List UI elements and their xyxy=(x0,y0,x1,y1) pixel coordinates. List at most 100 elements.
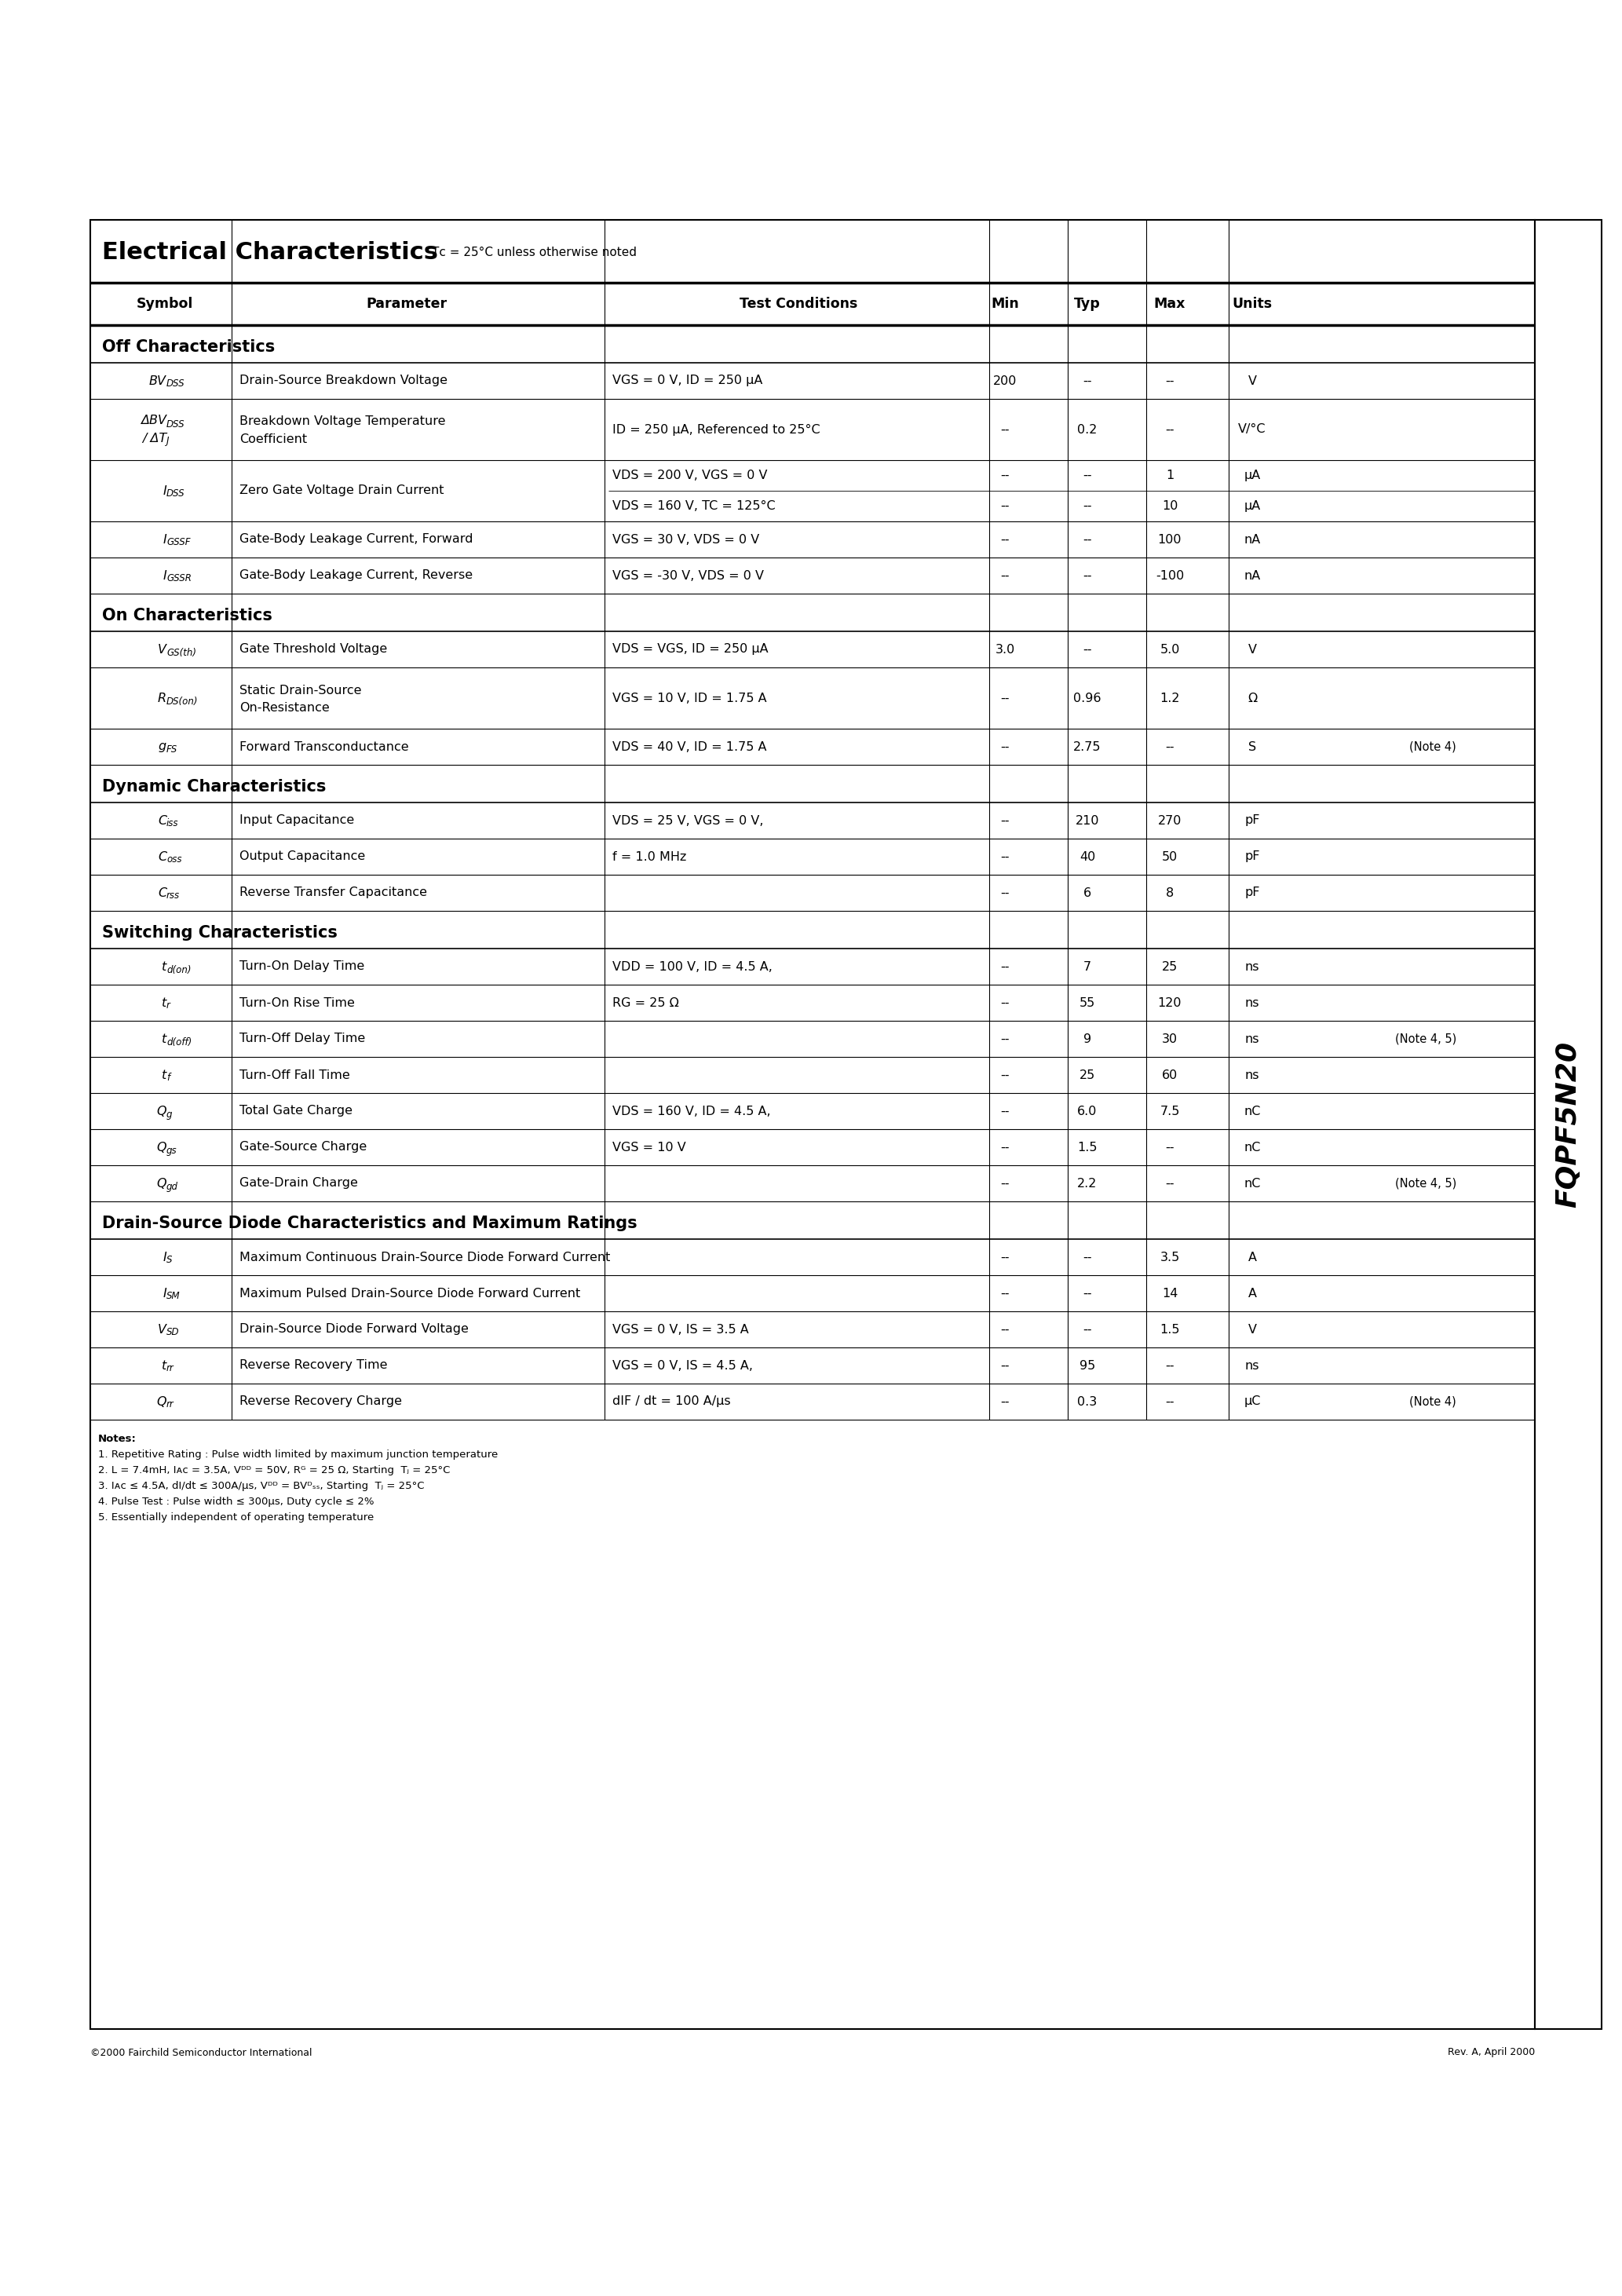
Text: 3. Iᴀᴄ ≤ 4.5A, dI/dt ≤ 300A/μs, Vᴰᴰ = BVᴰₛₛ, Starting  Tⱼ = 25°C: 3. Iᴀᴄ ≤ 4.5A, dI/dt ≤ 300A/μs, Vᴰᴰ = BV… xyxy=(99,1481,425,1490)
Text: gd: gd xyxy=(167,1182,178,1192)
Text: BV: BV xyxy=(149,374,167,386)
Text: V: V xyxy=(1247,643,1257,654)
Text: 0.3: 0.3 xyxy=(1077,1396,1096,1407)
Text: nA: nA xyxy=(1244,533,1260,546)
Text: Min: Min xyxy=(991,296,1019,310)
Text: Symbol: Symbol xyxy=(136,296,193,310)
Text: Parameter: Parameter xyxy=(367,296,446,310)
Text: dIF / dt = 100 A/μs: dIF / dt = 100 A/μs xyxy=(613,1396,730,1407)
Text: pF: pF xyxy=(1244,886,1260,898)
Text: --: -- xyxy=(1165,1359,1174,1371)
Text: pF: pF xyxy=(1244,815,1260,827)
Text: ID = 250 μA, Referenced to 25°C: ID = 250 μA, Referenced to 25°C xyxy=(613,425,821,436)
Text: f: f xyxy=(167,1072,170,1084)
Text: 14: 14 xyxy=(1161,1288,1178,1300)
Text: GS(th): GS(th) xyxy=(167,647,196,657)
Text: 5. Essentially independent of operating temperature: 5. Essentially independent of operating … xyxy=(99,1513,375,1522)
Text: 210: 210 xyxy=(1075,815,1100,827)
Text: --: -- xyxy=(1001,1251,1009,1263)
Text: --: -- xyxy=(1001,1178,1009,1189)
Text: DSS: DSS xyxy=(167,489,185,498)
Text: C: C xyxy=(157,852,167,863)
Text: --: -- xyxy=(1001,425,1009,436)
Text: Units: Units xyxy=(1233,296,1272,310)
Text: --: -- xyxy=(1083,1288,1092,1300)
Text: Turn-On Delay Time: Turn-On Delay Time xyxy=(240,960,365,974)
Text: ns: ns xyxy=(1246,996,1260,1008)
Text: I: I xyxy=(162,484,167,496)
Text: --: -- xyxy=(1001,815,1009,827)
Text: Q: Q xyxy=(157,1396,167,1407)
Text: --: -- xyxy=(1001,960,1009,974)
Text: 30: 30 xyxy=(1161,1033,1178,1045)
Text: Gate-Body Leakage Current, Forward: Gate-Body Leakage Current, Forward xyxy=(240,533,474,546)
Text: --: -- xyxy=(1001,1396,1009,1407)
Text: Maximum Continuous Drain-Source Diode Forward Current: Maximum Continuous Drain-Source Diode Fo… xyxy=(240,1251,610,1263)
Text: DSS: DSS xyxy=(167,418,185,429)
Text: (Note 4): (Note 4) xyxy=(1410,1396,1457,1407)
Text: Input Capacitance: Input Capacitance xyxy=(240,815,354,827)
Text: S: S xyxy=(1249,742,1255,753)
Text: Q: Q xyxy=(157,1178,167,1189)
Text: Total Gate Charge: Total Gate Charge xyxy=(240,1104,352,1116)
Text: J: J xyxy=(167,436,169,445)
Text: 0.2: 0.2 xyxy=(1077,425,1098,436)
Text: r: r xyxy=(167,1001,170,1010)
Text: Forward Transconductance: Forward Transconductance xyxy=(240,742,409,753)
Text: --: -- xyxy=(1083,374,1092,386)
Text: (Note 4, 5): (Note 4, 5) xyxy=(1395,1178,1457,1189)
Text: Gate-Drain Charge: Gate-Drain Charge xyxy=(240,1178,358,1189)
Text: V: V xyxy=(157,643,167,654)
Text: ns: ns xyxy=(1246,960,1260,974)
Text: -100: -100 xyxy=(1155,569,1184,581)
Text: rss: rss xyxy=(167,891,180,900)
Text: FS: FS xyxy=(167,744,178,755)
Text: I: I xyxy=(162,1288,167,1300)
Text: --: -- xyxy=(1001,996,1009,1008)
Text: --: -- xyxy=(1165,425,1174,436)
Bar xyxy=(1534,220,1601,2030)
Text: nC: nC xyxy=(1244,1178,1260,1189)
Text: ΔBV: ΔBV xyxy=(141,416,167,427)
Text: V: V xyxy=(1247,1322,1257,1336)
Text: --: -- xyxy=(1001,533,1009,546)
Text: Dynamic Characteristics: Dynamic Characteristics xyxy=(102,778,326,794)
Text: VGS = 0 V, IS = 4.5 A,: VGS = 0 V, IS = 4.5 A, xyxy=(613,1359,753,1371)
Text: --: -- xyxy=(1001,1070,1009,1081)
Text: 60: 60 xyxy=(1161,1070,1178,1081)
Text: A: A xyxy=(1247,1288,1257,1300)
Text: Gate-Source Charge: Gate-Source Charge xyxy=(240,1141,367,1153)
Text: C: C xyxy=(157,815,167,827)
Text: gs: gs xyxy=(167,1146,177,1155)
Text: 1.5: 1.5 xyxy=(1077,1141,1098,1153)
Text: Rev. A, April 2000: Rev. A, April 2000 xyxy=(1447,2048,1534,2057)
Text: GSSR: GSSR xyxy=(167,574,191,583)
Text: VGS = 0 V, ID = 250 μA: VGS = 0 V, ID = 250 μA xyxy=(613,374,762,386)
Text: 25: 25 xyxy=(1079,1070,1095,1081)
Text: --: -- xyxy=(1001,569,1009,581)
Text: R: R xyxy=(157,691,167,705)
Text: --: -- xyxy=(1083,501,1092,512)
Text: / ΔT: / ΔT xyxy=(141,432,167,443)
Text: VGS = 0 V, IS = 3.5 A: VGS = 0 V, IS = 3.5 A xyxy=(613,1322,749,1336)
Text: VDS = 160 V, TC = 125°C: VDS = 160 V, TC = 125°C xyxy=(613,501,775,512)
Text: RG = 25 Ω: RG = 25 Ω xyxy=(613,996,680,1008)
Text: --: -- xyxy=(1165,1141,1174,1153)
Text: Q: Q xyxy=(157,1141,167,1153)
Text: 270: 270 xyxy=(1158,815,1182,827)
Text: Static Drain-Source: Static Drain-Source xyxy=(240,684,362,696)
Text: Zero Gate Voltage Drain Current: Zero Gate Voltage Drain Current xyxy=(240,484,444,496)
Text: 2.2: 2.2 xyxy=(1077,1178,1098,1189)
Text: --: -- xyxy=(1001,852,1009,863)
Text: 7: 7 xyxy=(1083,960,1092,974)
Text: Max: Max xyxy=(1153,296,1186,310)
Text: 4. Pulse Test : Pulse width ≤ 300μs, Duty cycle ≤ 2%: 4. Pulse Test : Pulse width ≤ 300μs, Dut… xyxy=(99,1497,375,1506)
Text: I: I xyxy=(162,533,167,546)
Text: Switching Characteristics: Switching Characteristics xyxy=(102,925,337,941)
Text: 6.0: 6.0 xyxy=(1077,1104,1098,1116)
Text: ©2000 Fairchild Semiconductor International: ©2000 Fairchild Semiconductor Internatio… xyxy=(91,2048,311,2057)
Text: VGS = -30 V, VDS = 0 V: VGS = -30 V, VDS = 0 V xyxy=(613,569,764,581)
Text: SM: SM xyxy=(167,1290,180,1302)
Text: 8: 8 xyxy=(1166,886,1174,898)
Text: 7.5: 7.5 xyxy=(1160,1104,1179,1116)
